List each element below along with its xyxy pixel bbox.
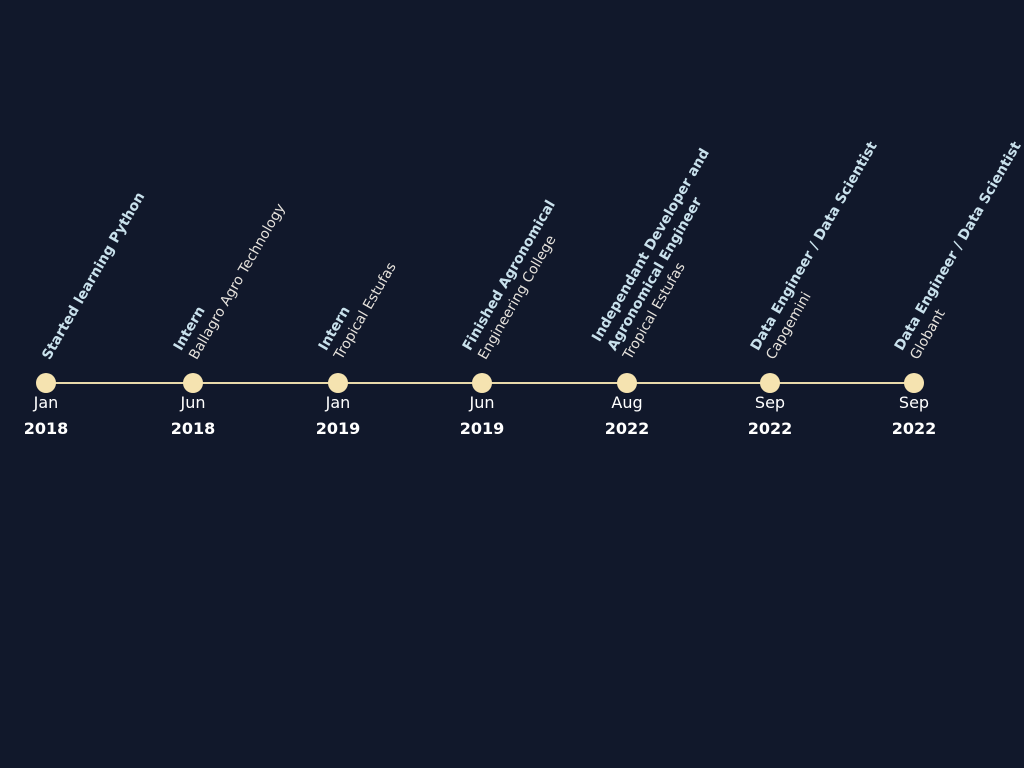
timeline-marker bbox=[328, 373, 348, 393]
event-year: 2022 bbox=[891, 419, 937, 438]
event-year: 2022 bbox=[604, 419, 650, 438]
event-year: 2022 bbox=[747, 419, 793, 438]
timeline-marker bbox=[617, 373, 637, 393]
event-month: Jan bbox=[325, 393, 351, 412]
event-month: Jan bbox=[33, 393, 59, 412]
timeline-marker bbox=[472, 373, 492, 393]
event-year: 2019 bbox=[459, 419, 505, 438]
event-year: 2018 bbox=[23, 419, 69, 438]
timeline-marker bbox=[904, 373, 924, 393]
timeline-marker bbox=[183, 373, 203, 393]
event-month: Sep bbox=[898, 393, 930, 412]
event-year: 2019 bbox=[315, 419, 361, 438]
event-month: Jun bbox=[469, 393, 495, 412]
event-month: Jun bbox=[180, 393, 206, 412]
timeline-marker bbox=[760, 373, 780, 393]
event-month: Aug bbox=[611, 393, 643, 412]
timeline-marker bbox=[36, 373, 56, 393]
event-year: 2018 bbox=[170, 419, 216, 438]
event-month: Sep bbox=[754, 393, 786, 412]
